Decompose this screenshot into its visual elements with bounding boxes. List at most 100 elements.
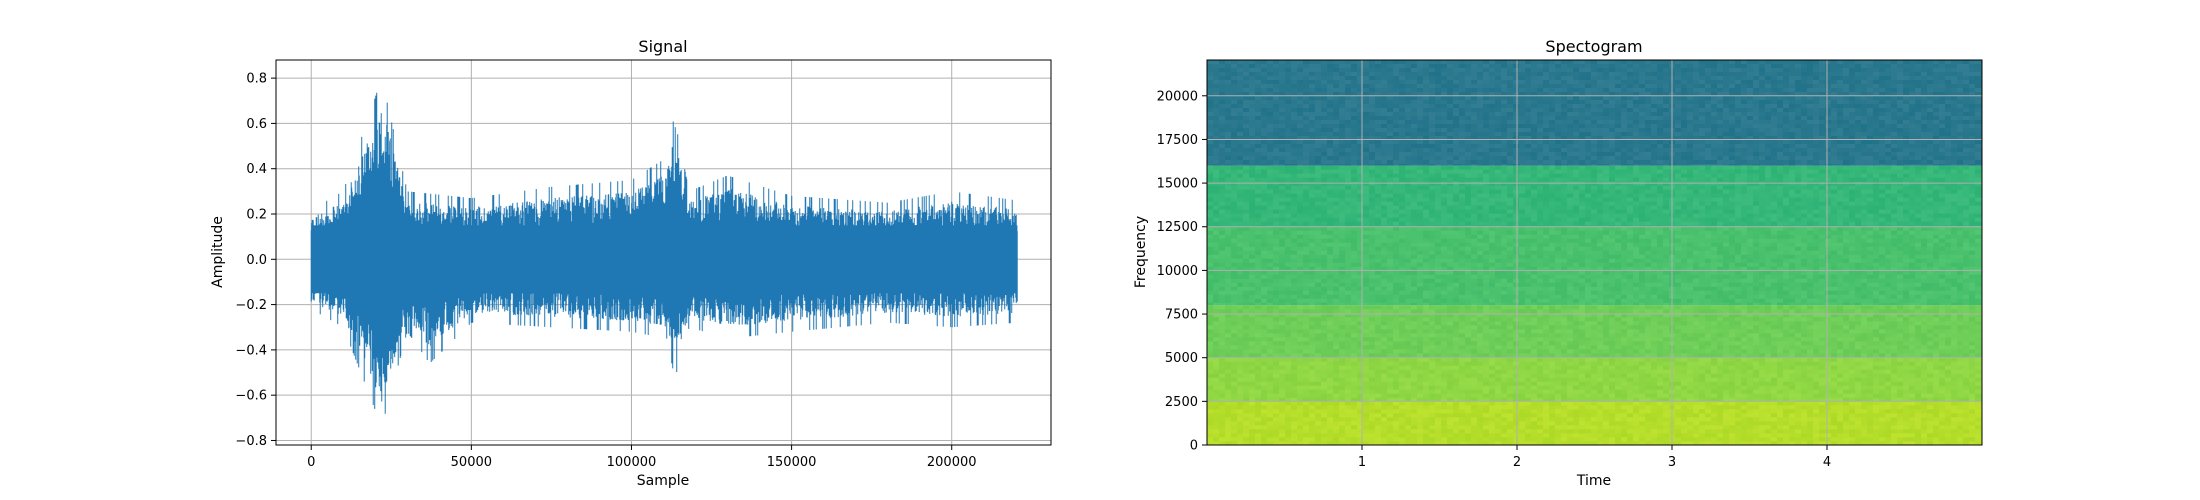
spectrogram-cell xyxy=(1789,421,1796,426)
spectrogram-cell xyxy=(1639,357,1646,363)
spectrogram-cell xyxy=(1453,230,1460,236)
spectrogram-cell xyxy=(1381,369,1388,375)
spectrogram-cell xyxy=(1945,437,1952,442)
spectrogram-cell xyxy=(1795,337,1802,342)
spectrogram-cell xyxy=(1435,349,1442,354)
spectrogram-cell xyxy=(1393,381,1400,387)
spectrogram-cell xyxy=(1873,421,1880,426)
spectrogram-cell xyxy=(1639,325,1646,330)
spectrogram-cell xyxy=(1771,317,1778,322)
spectrogram-cell xyxy=(1507,429,1514,434)
spectrogram-cell xyxy=(1855,365,1862,371)
spectrogram-cell xyxy=(1423,409,1430,414)
spectrogram-cell xyxy=(1405,413,1412,418)
spectrogram-cell xyxy=(1711,365,1718,371)
spectrogram-cell xyxy=(1591,429,1598,434)
spectrogram-cell xyxy=(1693,329,1700,334)
spectrogram-cell xyxy=(1351,401,1358,406)
spectrogram-cell xyxy=(1249,377,1256,383)
spectrogram-cell xyxy=(1885,349,1892,354)
spectrogram-cell xyxy=(1951,337,1958,342)
spectrogram-cell xyxy=(1417,353,1424,358)
spectrogram-cell xyxy=(1237,325,1244,330)
spectrogram-cell xyxy=(1585,341,1592,346)
spectrogram-cell xyxy=(1579,317,1586,322)
spectrogram-cell xyxy=(1693,309,1700,314)
spectrogram-cell xyxy=(1429,377,1436,383)
spectrogram-cell xyxy=(1447,381,1454,387)
spectrogram-cell xyxy=(1879,361,1886,367)
spectrogram-cell xyxy=(1591,397,1598,402)
spectrogram-cell xyxy=(1825,349,1832,354)
spectrogram-cell xyxy=(1663,337,1670,342)
spectrogram-cell xyxy=(1441,349,1448,354)
spectrogram-cell xyxy=(1501,341,1508,346)
spectrogram-cell xyxy=(1723,405,1730,410)
spectrogram-cell xyxy=(1879,349,1886,354)
spectrogram-cell xyxy=(1777,393,1784,399)
spectrogram-cell xyxy=(1861,369,1868,375)
spectrogram-cell xyxy=(1309,397,1316,402)
spectrogram-cell xyxy=(1273,389,1280,395)
spectrogram-cell xyxy=(1519,309,1526,314)
spectrogram-cell xyxy=(1621,321,1628,326)
spectrogram-cell xyxy=(1273,393,1280,399)
spectrogram-cell xyxy=(1417,425,1424,430)
spectrogram-cell xyxy=(1225,433,1232,438)
spectrogram-cell xyxy=(1303,365,1310,371)
spectrogram-cell xyxy=(1549,317,1556,322)
spectrogram-cell xyxy=(1615,365,1622,371)
spectrogram-cell xyxy=(1207,361,1214,367)
spectrogram-cell xyxy=(1693,401,1700,406)
spectrogram-cell xyxy=(1513,325,1520,330)
spectrogram-cell xyxy=(1213,349,1220,354)
spectrogram-cell xyxy=(1387,437,1394,442)
spectrogram-cell xyxy=(1255,417,1262,422)
spectrogram-cell xyxy=(1255,230,1262,236)
spectrogram-cell xyxy=(1699,393,1706,399)
spectrogram-cell xyxy=(1483,353,1490,358)
spectrogram-cell xyxy=(1843,349,1850,354)
spectrogram-cell xyxy=(1303,345,1310,350)
spectrogram-cell xyxy=(1303,305,1310,310)
spectrogram-cell xyxy=(1519,381,1526,387)
spectrogram-cell xyxy=(1891,353,1898,358)
spectrogram-cell xyxy=(1945,345,1952,350)
spectrogram-cell xyxy=(1975,321,1982,326)
spectrogram-cell xyxy=(1873,329,1880,334)
spectrogram-cell xyxy=(1621,413,1628,418)
spectrogram-cell xyxy=(1471,317,1478,322)
spectrogram-cell xyxy=(1705,381,1712,387)
spectrogram-cell xyxy=(1837,385,1844,391)
spectrogram-cell xyxy=(1537,321,1544,326)
spectrogram-cell xyxy=(1873,405,1880,410)
spectrogram-cell xyxy=(1939,373,1946,379)
spectrogram-cell xyxy=(1741,385,1748,391)
spectrogram-cell xyxy=(1471,365,1478,371)
spectrogram-cell xyxy=(1723,325,1730,330)
spectrogram-cell xyxy=(1267,441,1274,445)
spectrogram-cell xyxy=(1933,417,1940,422)
spectrogram-cell xyxy=(1249,437,1256,442)
spectrogram-cell xyxy=(1561,369,1568,375)
spectrogram-cell xyxy=(1429,421,1436,426)
spectrogram-cell xyxy=(1897,321,1904,326)
spectrogram-cell xyxy=(1771,353,1778,358)
spectrogram-cell xyxy=(1579,421,1586,426)
spectrogram-cell xyxy=(1693,321,1700,326)
spectrogram-cell xyxy=(1357,433,1364,438)
spectrogram-cell xyxy=(1915,409,1922,414)
spectrogram-cell xyxy=(1525,313,1532,318)
spectrogram-cell xyxy=(1945,325,1952,330)
spectrogram-cell xyxy=(1723,389,1730,395)
spectrogram-cell xyxy=(1903,441,1910,445)
spectrogram-cell xyxy=(1711,357,1718,363)
spectrogram-cell xyxy=(1501,429,1508,434)
spectrogram-cell xyxy=(1597,405,1604,410)
spectrogram-cell xyxy=(1957,361,1964,367)
spectrogram-cell xyxy=(1765,389,1772,395)
spectrogram-cell xyxy=(1267,385,1274,391)
spectrogram-cell xyxy=(1615,325,1622,330)
spectrogram-cell xyxy=(1417,413,1424,418)
spectrogram-cell xyxy=(1957,417,1964,422)
